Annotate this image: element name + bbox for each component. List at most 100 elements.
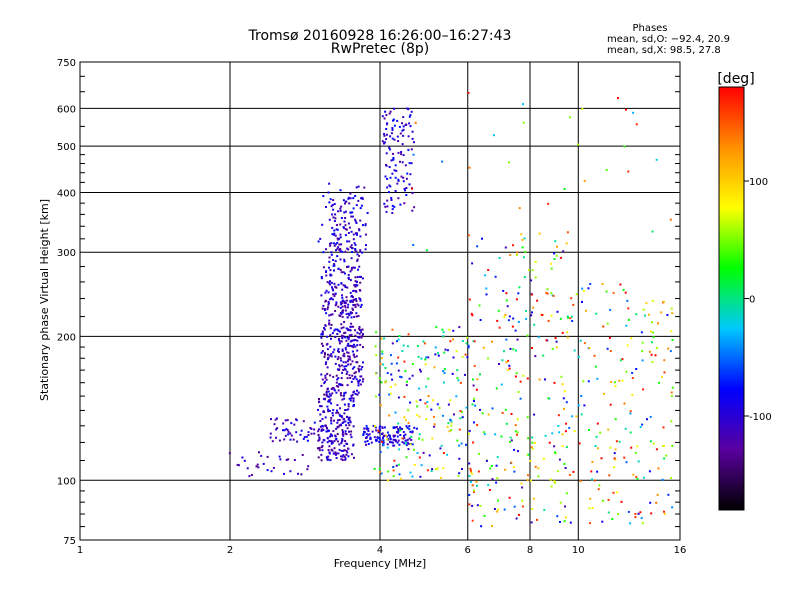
data-point [440,444,443,447]
data-point [310,432,313,435]
data-point [334,217,337,220]
data-point [480,525,483,528]
data-point [354,334,357,337]
data-point [593,354,596,357]
data-point [383,141,386,144]
data-point [392,466,395,468]
data-point [468,166,471,169]
data-point [352,233,355,236]
data-point [563,463,566,465]
data-point [510,413,513,415]
data-point [401,428,403,430]
data-point [344,346,347,349]
data-point [278,439,281,442]
data-point [345,424,348,427]
data-point [349,270,352,273]
data-point [570,297,573,300]
data-point [468,298,471,301]
data-point [258,451,260,454]
data-point [392,441,394,444]
data-point [354,371,357,374]
data-point [405,425,408,428]
data-point [256,463,259,466]
data-point [398,473,401,476]
data-point [317,456,320,459]
data-point [415,413,418,416]
data-point [410,110,413,113]
data-point [334,451,337,454]
data-point [342,449,345,452]
data-point [558,458,561,461]
data-point [466,336,468,339]
data-point [399,427,402,430]
data-point [577,355,580,358]
data-point [408,377,411,380]
data-point [391,378,394,381]
data-point [570,315,573,318]
data-point [334,328,337,331]
data-point [349,363,352,366]
data-point [355,290,358,293]
data-point [527,453,530,456]
data-point [358,289,361,291]
data-point [329,435,331,438]
data-point [346,336,349,339]
data-point [488,489,491,491]
data-point [400,477,402,480]
data-point [392,156,395,159]
data-point [566,446,568,449]
data-point [505,361,508,364]
data-point [527,474,529,477]
data-point [357,382,360,385]
data-point [318,437,321,440]
data-point [552,294,555,297]
data-point [337,246,340,249]
data-point [394,176,397,179]
x-tick-label: 8 [527,545,533,556]
data-point [475,388,478,391]
data-point [357,304,360,307]
data-point [361,366,364,368]
data-point [350,295,353,298]
data-point [353,242,356,245]
data-point [346,443,349,445]
data-point [471,484,474,487]
data-point [335,228,338,231]
data-point [390,199,393,201]
data-point [339,394,342,397]
data-point [345,299,348,302]
data-point [360,368,363,371]
y-tick-label: 750 [57,58,76,69]
data-point [469,481,472,483]
data-point [573,430,576,432]
data-point [662,300,665,303]
data-point [323,382,326,385]
data-point [320,294,323,297]
data-point [461,468,463,470]
data-point [282,422,285,425]
data-point [348,356,351,359]
data-point [407,422,410,424]
data-point [403,436,406,439]
data-point [583,179,586,182]
data-point [236,463,239,466]
data-point [318,438,321,441]
data-point [503,508,506,511]
data-point [321,223,324,226]
data-point [343,258,346,261]
data-point [624,427,627,430]
y-axis-label: Stationary phase Virtual Height [km] [38,199,51,401]
data-point [355,204,358,207]
data-point [407,409,410,412]
data-point [389,148,391,151]
data-point [671,386,674,389]
data-point [276,417,278,420]
data-point [356,276,359,278]
data-point [347,363,350,366]
data-point [472,340,475,343]
data-point [343,332,346,335]
data-point [569,521,572,524]
data-point [369,436,372,439]
data-point [325,206,327,208]
data-point [344,440,347,442]
